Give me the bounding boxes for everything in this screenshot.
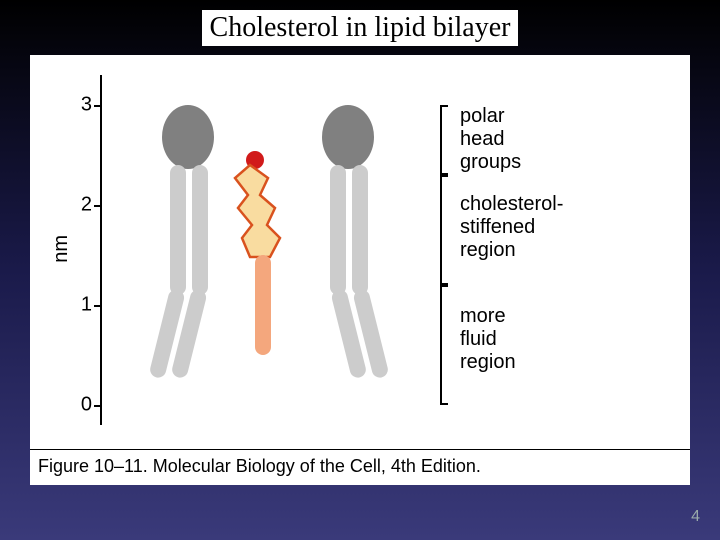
region-label-line: region <box>460 239 563 262</box>
phospholipid-2 <box>320 105 380 405</box>
y-tick-0 <box>94 405 100 407</box>
region-label-line: head <box>460 128 521 151</box>
lipid-tail-icon <box>192 165 208 295</box>
region-label-line: polar <box>460 105 521 128</box>
lipid-head-icon <box>162 105 214 169</box>
y-tick-label-2: 2 <box>70 194 92 217</box>
y-tick-2 <box>94 205 100 207</box>
figure-caption: Figure 10–11. Molecular Biology of the C… <box>30 449 690 477</box>
page-number: 4 <box>691 508 700 526</box>
slide-title: Cholesterol in lipid bilayer <box>202 10 519 46</box>
region-label-line: more <box>460 305 516 328</box>
region-label-polar: polar head groups <box>460 105 521 174</box>
region-label-line: cholesterol- <box>460 193 563 216</box>
y-axis-title: nm <box>50 235 73 263</box>
region-label-line: stiffened <box>460 216 563 239</box>
region-label-line: groups <box>460 151 521 174</box>
region-label-fluid: more fluid region <box>460 305 516 374</box>
y-tick-label-3: 3 <box>70 94 92 117</box>
cholesterol-tail-icon <box>255 255 271 355</box>
cholesterol-molecule <box>220 145 300 365</box>
lipid-tail-icon <box>170 165 186 295</box>
y-tick-label-1: 1 <box>70 294 92 317</box>
lipid-tail-icon <box>352 165 368 295</box>
cholesterol-ring-icon <box>235 165 280 257</box>
region-bracket-stiff <box>440 175 442 285</box>
figure-panel: nm 0 1 2 3 <box>30 55 690 485</box>
region-bracket-polar <box>440 105 442 175</box>
y-tick-1 <box>94 305 100 307</box>
region-label-stiff: cholesterol- stiffened region <box>460 193 563 262</box>
region-label-line: fluid <box>460 328 516 351</box>
plot-area: 0 1 2 3 pola <box>100 75 660 425</box>
region-label-line: region <box>460 351 516 374</box>
phospholipid-1 <box>160 105 220 405</box>
y-tick-label-0: 0 <box>70 394 92 417</box>
slide-title-wrap: Cholesterol in lipid bilayer <box>0 10 720 46</box>
lipid-head-icon <box>322 105 374 169</box>
y-tick-3 <box>94 105 100 107</box>
region-bracket-fluid <box>440 285 442 405</box>
lipid-tail-icon <box>330 165 346 295</box>
y-axis-line <box>100 75 102 425</box>
